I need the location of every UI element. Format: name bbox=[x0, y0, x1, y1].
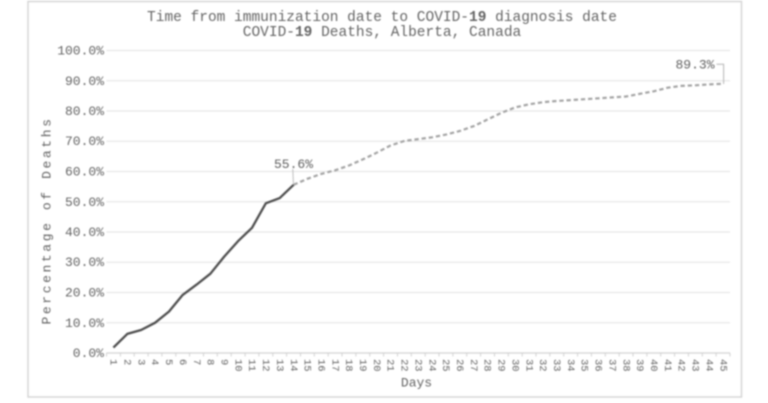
svg-text:41: 41 bbox=[661, 359, 673, 372]
svg-text:37: 37 bbox=[605, 359, 617, 372]
svg-text:31: 31 bbox=[522, 359, 534, 372]
svg-text:38: 38 bbox=[619, 359, 631, 372]
svg-text:3: 3 bbox=[134, 359, 146, 365]
svg-text:33: 33 bbox=[550, 359, 562, 372]
svg-text:12: 12 bbox=[259, 359, 271, 372]
svg-text:45: 45 bbox=[716, 359, 728, 372]
svg-text:29: 29 bbox=[495, 359, 507, 372]
svg-text:1: 1 bbox=[107, 359, 119, 365]
svg-text:24: 24 bbox=[425, 359, 437, 372]
svg-text:Time from immunization date to: Time from immunization date to COVID-19 … bbox=[147, 10, 617, 26]
svg-text:44: 44 bbox=[702, 359, 714, 372]
svg-text:7: 7 bbox=[190, 359, 202, 365]
svg-text:27: 27 bbox=[467, 359, 479, 372]
svg-text:34: 34 bbox=[564, 359, 576, 372]
svg-text:89.3%: 89.3% bbox=[675, 58, 714, 73]
svg-text:25: 25 bbox=[439, 359, 451, 372]
svg-text:23: 23 bbox=[412, 359, 424, 372]
svg-text:16: 16 bbox=[315, 359, 327, 372]
svg-text:80.0%: 80.0% bbox=[65, 104, 104, 119]
svg-text:4: 4 bbox=[148, 359, 160, 365]
svg-text:39: 39 bbox=[633, 359, 645, 372]
svg-text:20.0%: 20.0% bbox=[65, 286, 104, 301]
svg-text:42: 42 bbox=[675, 359, 687, 372]
svg-text:20: 20 bbox=[370, 359, 382, 372]
svg-text:Days: Days bbox=[401, 376, 432, 391]
svg-text:32: 32 bbox=[536, 359, 548, 372]
svg-text:60.0%: 60.0% bbox=[65, 165, 104, 180]
svg-text:10: 10 bbox=[231, 359, 243, 372]
svg-text:5: 5 bbox=[162, 359, 174, 365]
svg-text:28: 28 bbox=[481, 359, 493, 372]
svg-text:10.0%: 10.0% bbox=[65, 316, 104, 331]
svg-text:36: 36 bbox=[592, 359, 604, 372]
svg-text:2: 2 bbox=[121, 359, 133, 365]
svg-text:35: 35 bbox=[578, 359, 590, 372]
svg-text:21: 21 bbox=[384, 359, 396, 372]
svg-text:40.0%: 40.0% bbox=[65, 225, 104, 240]
svg-text:19: 19 bbox=[356, 359, 368, 372]
svg-text:30: 30 bbox=[508, 359, 520, 372]
svg-text:0.0%: 0.0% bbox=[73, 346, 104, 361]
svg-text:70.0%: 70.0% bbox=[65, 134, 104, 149]
svg-text:50.0%: 50.0% bbox=[65, 195, 104, 210]
svg-text:90.0%: 90.0% bbox=[65, 74, 104, 89]
svg-text:11: 11 bbox=[245, 359, 257, 372]
svg-text:13: 13 bbox=[273, 359, 285, 372]
svg-text:22: 22 bbox=[398, 359, 410, 372]
svg-text:26: 26 bbox=[453, 359, 465, 372]
svg-text:55.6%: 55.6% bbox=[274, 157, 313, 172]
svg-text:COVID-19 Deaths, Alberta, Cana: COVID-19 Deaths, Alberta, Canada bbox=[243, 25, 522, 41]
svg-text:Percentage of Deaths: Percentage of Deaths bbox=[40, 116, 55, 324]
svg-text:17: 17 bbox=[328, 359, 340, 372]
svg-text:30.0%: 30.0% bbox=[65, 255, 104, 270]
svg-text:40: 40 bbox=[647, 359, 659, 372]
svg-text:43: 43 bbox=[689, 359, 701, 372]
svg-text:15: 15 bbox=[301, 359, 313, 372]
svg-text:18: 18 bbox=[342, 359, 354, 372]
svg-text:8: 8 bbox=[204, 359, 216, 365]
svg-text:14: 14 bbox=[287, 359, 299, 372]
svg-text:6: 6 bbox=[176, 359, 188, 365]
svg-text:100.0%: 100.0% bbox=[57, 44, 104, 59]
svg-text:9: 9 bbox=[218, 359, 230, 365]
